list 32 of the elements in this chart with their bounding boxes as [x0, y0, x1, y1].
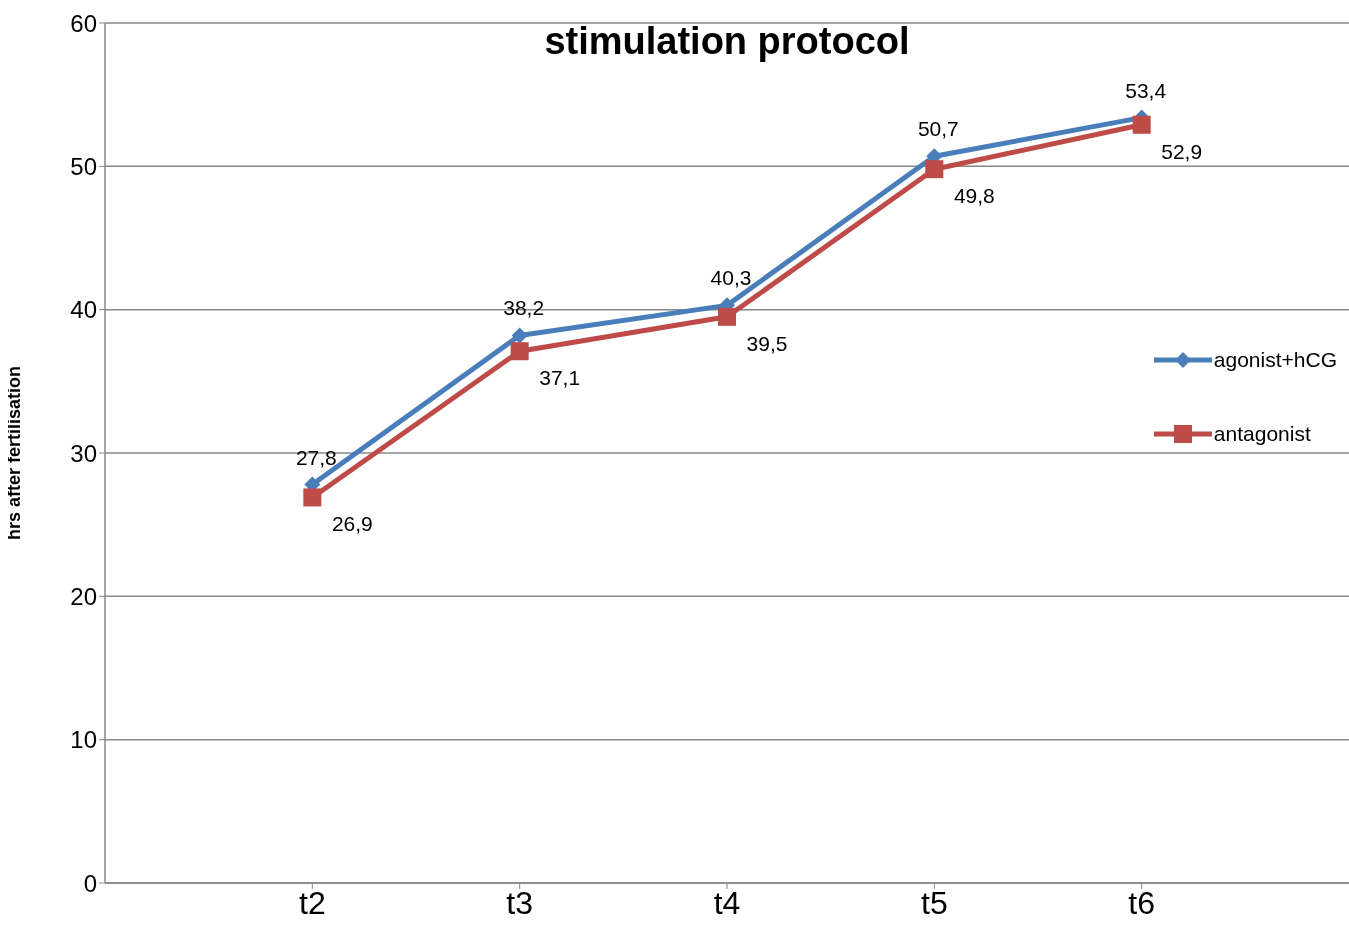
y-tick-label: 0	[83, 869, 97, 897]
point	[511, 327, 528, 344]
y-tick-label: 30	[70, 439, 97, 467]
y-tick-label: 10	[70, 726, 97, 754]
x-tick-label: t6	[1128, 884, 1156, 921]
point	[510, 342, 529, 361]
data-label: 49,8	[953, 184, 995, 208]
chart-title: stimulation protocol	[543, 20, 911, 63]
legend-label: antagonist	[1213, 422, 1311, 446]
y-tick-label: 60	[70, 9, 97, 37]
x-tick-label: t4	[713, 884, 741, 921]
y-tick-label: 40	[70, 296, 97, 324]
data-label: 52,9	[1161, 139, 1203, 163]
legend-label: agonist+hCG	[1213, 348, 1337, 372]
data-label: 53,4	[1125, 78, 1167, 102]
data-label: 37,1	[539, 366, 581, 390]
data-label: 38,2	[503, 296, 545, 320]
x-tick-label: t3	[506, 884, 534, 921]
point	[303, 488, 322, 507]
y-tick-label: 20	[70, 582, 97, 610]
data-label: 39,5	[746, 331, 788, 355]
data-label: 26,9	[331, 512, 373, 536]
y-tick-label: 50	[70, 152, 97, 180]
y-axis-title: hrs after fertilisation	[4, 365, 25, 541]
point	[925, 160, 944, 179]
data-label: 40,3	[710, 266, 752, 290]
point	[1132, 115, 1151, 134]
data-label: 50,7	[917, 117, 959, 141]
x-tick-label: t5	[920, 884, 948, 921]
point	[718, 307, 736, 326]
x-tick-label: t2	[298, 884, 326, 921]
data-label: 27,8	[295, 445, 337, 469]
